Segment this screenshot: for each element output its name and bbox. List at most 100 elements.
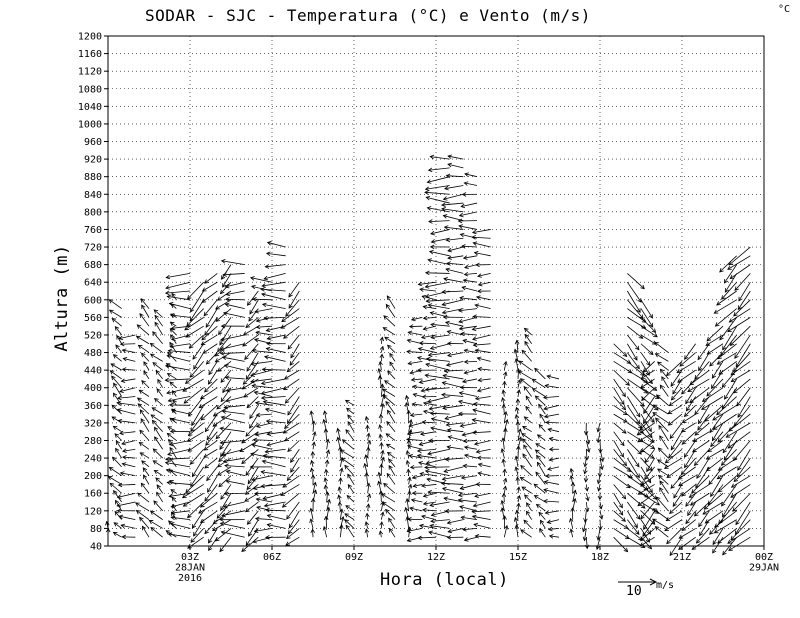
wind-vector xyxy=(406,438,423,441)
wind-vector-head xyxy=(225,387,231,393)
wind-vector-head xyxy=(256,505,261,511)
wind-vector xyxy=(549,535,560,538)
wind-vector-head xyxy=(661,376,666,381)
wind-vector-head xyxy=(462,527,467,532)
wind-vector xyxy=(204,273,218,284)
wind-vector xyxy=(721,281,737,300)
wind-vector-head xyxy=(685,406,691,412)
wind-vector-head xyxy=(340,516,345,521)
wind-vector xyxy=(366,513,369,520)
wind-vector xyxy=(385,401,396,415)
wind-vector-head xyxy=(534,449,540,454)
wind-vector xyxy=(113,383,123,397)
wind-vector-head xyxy=(222,503,228,509)
wind-vector-head xyxy=(429,411,435,416)
wind-vector-head xyxy=(655,394,661,399)
wind-vector xyxy=(641,387,655,401)
wind-vector-head xyxy=(255,324,261,330)
wind-vector xyxy=(476,448,491,453)
wind-vector xyxy=(520,477,532,485)
wind-vector-head xyxy=(447,255,452,260)
wind-vector-head xyxy=(544,473,550,479)
wind-vector xyxy=(367,440,371,450)
wind-vector-head xyxy=(284,424,289,430)
wind-vector xyxy=(380,354,383,362)
wind-vector-head xyxy=(694,410,699,416)
wind-vector xyxy=(115,448,123,459)
wind-vector-head xyxy=(709,361,714,367)
wind-vector-head xyxy=(190,307,195,313)
wind-vector xyxy=(737,457,751,477)
wind-vector xyxy=(626,449,640,468)
wind-vector-head xyxy=(446,520,452,525)
wind-vector xyxy=(429,404,450,410)
wind-vector-head xyxy=(416,453,422,459)
wind-vector xyxy=(443,193,464,200)
wind-vector-head xyxy=(637,298,642,303)
wind-vector-head xyxy=(471,509,476,514)
wind-vector xyxy=(365,529,369,538)
wind-vector xyxy=(478,368,491,371)
wind-vector xyxy=(441,394,464,397)
wind-vector xyxy=(539,413,546,424)
wind-vector xyxy=(406,516,410,529)
corner-unit-label: °C xyxy=(778,4,791,15)
wind-vector xyxy=(627,378,648,394)
wind-vector xyxy=(736,387,751,407)
wind-vector-head xyxy=(182,502,188,507)
wind-vector xyxy=(139,517,150,529)
wind-vector-head xyxy=(250,276,255,281)
wind-vector xyxy=(694,422,710,436)
y-tick-label: 1040 xyxy=(78,102,102,113)
wind-vector-head xyxy=(461,192,467,197)
wind-vector xyxy=(657,468,669,476)
wind-vector xyxy=(627,273,645,289)
wind-vector-head xyxy=(547,526,553,532)
wind-vector xyxy=(201,290,218,303)
wind-vector xyxy=(170,523,191,529)
wind-vector xyxy=(426,196,450,204)
wind-vector xyxy=(681,519,696,531)
wind-vector xyxy=(246,475,259,490)
wind-vector xyxy=(640,440,655,453)
wind-vector xyxy=(285,299,300,317)
wind-vector xyxy=(545,385,560,389)
wind-vector xyxy=(585,449,588,460)
wind-vector-head xyxy=(408,453,414,459)
wind-vector-head xyxy=(599,457,605,463)
wind-vector-head xyxy=(734,530,740,536)
wind-vector-head xyxy=(407,360,413,366)
wind-vector xyxy=(538,424,546,432)
wind-vector xyxy=(458,492,478,496)
wind-vector xyxy=(613,431,625,446)
wind-vector-head xyxy=(170,334,175,339)
wind-vector xyxy=(407,528,423,532)
wind-vector xyxy=(200,510,218,523)
wind-vector-head xyxy=(647,544,653,550)
wind-vector-head xyxy=(637,501,643,507)
wind-vector xyxy=(219,431,232,450)
wind-vector-head xyxy=(459,485,465,491)
wind-vector xyxy=(714,510,737,528)
wind-vector xyxy=(640,440,655,449)
wind-vector-head xyxy=(545,420,550,425)
wind-vector-head xyxy=(220,415,226,420)
wind-vector-head xyxy=(672,389,677,395)
wind-vector xyxy=(672,493,683,507)
wind-vector-head xyxy=(206,476,211,482)
wind-vector xyxy=(285,536,300,546)
wind-vector-head xyxy=(708,480,713,486)
wind-vector-head xyxy=(441,206,446,212)
wind-vector xyxy=(188,440,204,452)
wind-vector xyxy=(381,493,396,503)
wind-vector-head xyxy=(218,457,223,463)
wind-vector-head xyxy=(443,277,448,282)
wind-vector-head xyxy=(427,352,433,358)
wind-vector xyxy=(288,519,300,534)
wind-vector xyxy=(118,484,136,486)
wind-vector-head xyxy=(523,444,528,450)
wind-vector xyxy=(171,510,191,514)
wind-vector-head xyxy=(380,500,385,506)
wind-vector xyxy=(347,414,355,424)
wind-vector-head xyxy=(219,547,224,553)
